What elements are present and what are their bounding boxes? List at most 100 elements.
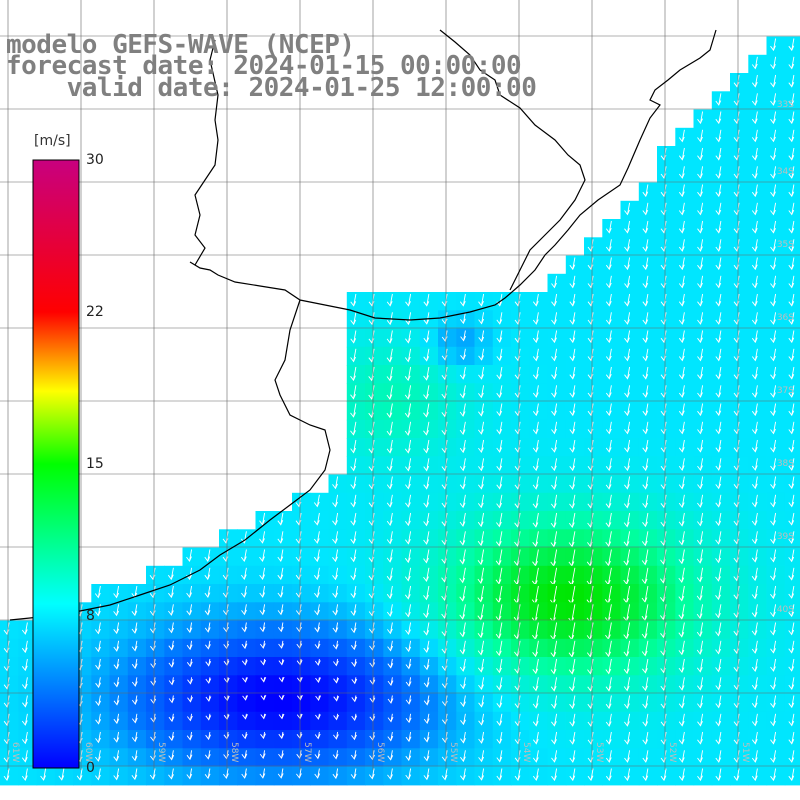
wind-cell <box>730 109 749 129</box>
wind-cell <box>675 547 695 567</box>
wind-cell <box>602 584 622 603</box>
wind-cell <box>584 584 603 603</box>
wind-cell <box>200 620 220 640</box>
wind-cell <box>584 237 603 257</box>
wind-arrow <box>496 494 503 509</box>
wind-cell <box>748 73 768 92</box>
wind-cell <box>766 492 786 512</box>
wind-arrow <box>386 549 393 563</box>
wind-arrow <box>605 220 612 234</box>
wind-cell <box>602 474 622 494</box>
wind-arrow <box>532 549 539 567</box>
wind-cell <box>657 200 676 220</box>
lat-label: 34S <box>776 167 794 177</box>
wind-cell <box>438 310 457 330</box>
wind-cell <box>164 748 184 768</box>
wind-arrow <box>715 658 722 673</box>
wind-cell <box>383 620 403 640</box>
wind-cell <box>730 620 749 640</box>
wind-cell <box>200 565 220 585</box>
wind-arrow <box>405 695 412 705</box>
wind-arrow <box>459 403 466 417</box>
wind-arrow <box>405 713 412 724</box>
wind-cell <box>602 255 622 275</box>
wind-cell <box>748 492 768 512</box>
wind-cell <box>492 365 512 384</box>
wind-cell <box>693 547 713 567</box>
wind-cell <box>730 638 749 658</box>
wind-arrow <box>697 147 704 161</box>
wind-cell <box>346 584 366 603</box>
wind-cell <box>511 310 530 330</box>
wind-cell <box>748 292 768 311</box>
wind-arrow <box>678 184 685 198</box>
wind-cell <box>109 602 129 622</box>
wind-arrow <box>696 567 704 583</box>
wind-arrow <box>751 750 758 763</box>
wind-cell <box>492 675 512 695</box>
wind-cell <box>657 237 676 257</box>
wind-cell <box>675 127 695 147</box>
wind-cell <box>547 584 567 603</box>
wind-arrow <box>715 421 722 435</box>
wind-cell <box>492 529 512 549</box>
wind-arrow <box>770 658 777 672</box>
wind-cell <box>766 292 786 311</box>
wind-cell <box>602 328 622 348</box>
wind-arrow <box>788 239 795 252</box>
wind-cell <box>657 675 676 695</box>
wind-arrow <box>678 348 685 362</box>
wind-arrow <box>459 531 466 546</box>
wind-cell <box>109 766 129 786</box>
wind-arrow <box>277 512 284 526</box>
wind-cell <box>365 584 384 603</box>
wind-cell <box>474 401 494 421</box>
wind-arrow <box>715 622 722 637</box>
wind-cell <box>748 511 768 530</box>
wind-cell <box>419 657 439 676</box>
wind-arrow <box>186 640 193 651</box>
wind-cell <box>657 511 676 530</box>
wind-cell <box>237 584 257 603</box>
wind-cell <box>292 766 311 786</box>
wind-arrow <box>751 348 758 362</box>
wind-cell <box>766 584 786 603</box>
wind-arrow <box>642 202 649 216</box>
wind-arrow <box>332 476 339 490</box>
wind-arrow <box>697 403 704 417</box>
wind-cell <box>565 529 585 549</box>
wind-arrow <box>678 257 685 271</box>
wind-arrow <box>751 549 758 563</box>
wind-cell <box>584 310 603 330</box>
wind-arrow <box>532 658 539 675</box>
wind-cell <box>766 54 786 74</box>
wind-cell <box>383 383 403 403</box>
wind-arrow <box>715 239 722 252</box>
wind-cell <box>346 547 366 567</box>
wind-arrow <box>350 531 357 545</box>
wind-cell <box>219 584 238 603</box>
wind-cell <box>766 638 786 658</box>
wind-cell <box>748 200 768 220</box>
wind-arrow <box>624 476 631 490</box>
wind-arrow <box>624 257 631 271</box>
wind-cell <box>675 146 695 165</box>
wind-cell <box>438 547 457 567</box>
wind-arrow <box>387 768 393 780</box>
wind-cell <box>328 638 348 658</box>
wind-cell <box>675 438 695 457</box>
wind-arrow <box>387 731 394 742</box>
wind-arrow <box>259 567 266 580</box>
wind-cell <box>766 474 786 494</box>
wind-cell <box>292 492 311 512</box>
wind-cell <box>438 748 457 768</box>
wind-cell <box>419 693 439 713</box>
wind-arrow <box>386 531 393 545</box>
wind-cell <box>474 620 494 640</box>
wind-cell <box>547 328 567 348</box>
wind-arrow <box>551 768 558 782</box>
wind-cell <box>693 511 713 530</box>
wind-cell <box>730 492 749 512</box>
wind-arrow <box>405 293 412 307</box>
wind-cell <box>511 584 530 603</box>
